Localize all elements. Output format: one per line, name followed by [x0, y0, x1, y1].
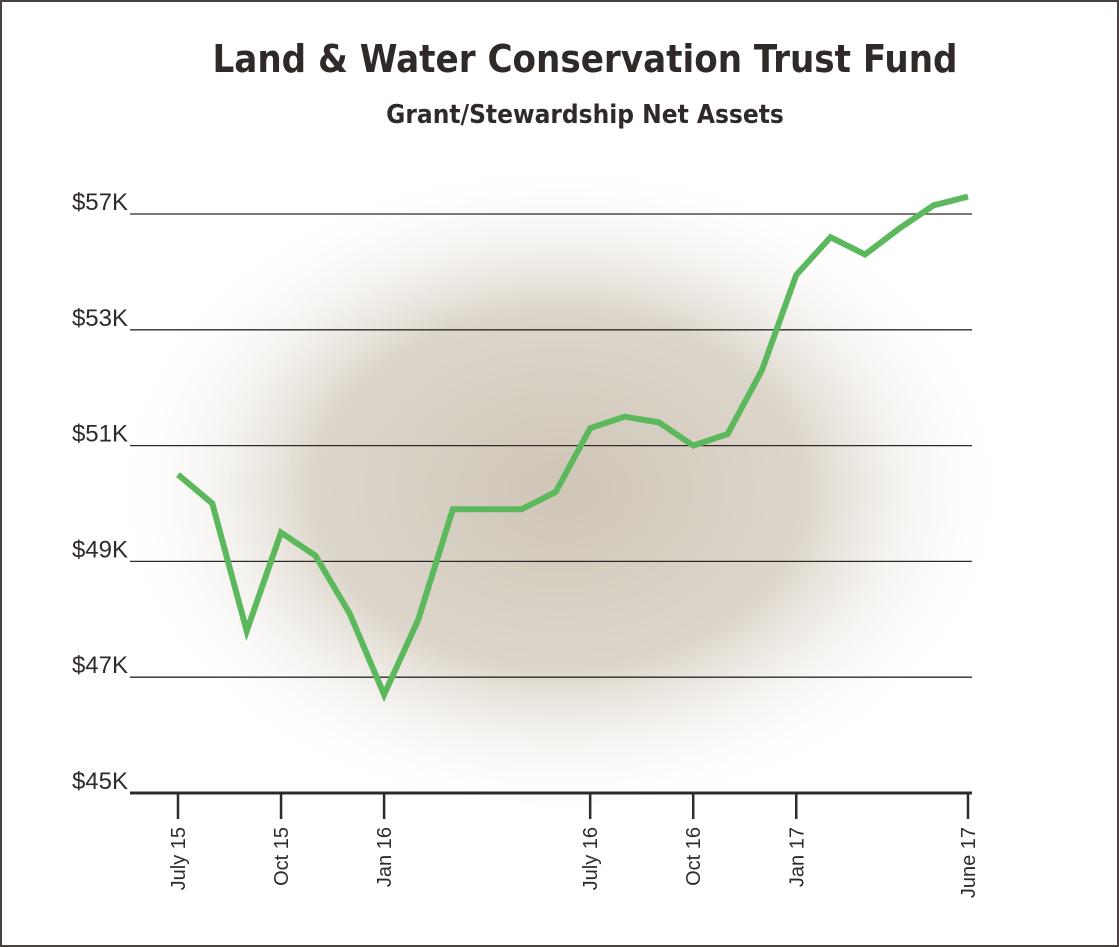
- x-tick-label: Oct 15: [271, 827, 293, 886]
- x-tick-label: July 16: [580, 827, 602, 890]
- x-tick-label: Jan 16: [374, 827, 396, 887]
- y-tick-label: $57K: [72, 189, 128, 216]
- chart-title: Land & Water Conservation Trust Fund: [212, 37, 957, 81]
- y-tick-label: $49K: [72, 536, 128, 563]
- data-line: [176, 193, 969, 703]
- x-tick-label: Jan 17: [786, 827, 808, 887]
- y-tick-label: $53K: [72, 305, 128, 332]
- x-tick-label: June 17: [958, 827, 980, 898]
- y-tick-label: $51K: [72, 421, 128, 448]
- y-tick-label: $45K: [72, 768, 128, 795]
- x-tick-label: Oct 16: [683, 827, 705, 886]
- chart-subtitle: Grant/Stewardship Net Assets: [386, 100, 784, 130]
- y-tick-label: $47K: [72, 652, 128, 679]
- plot: $45K $47K $49K $51K $53K $57K July 15 Oct 15 Jan…: [72, 189, 980, 898]
- x-tick-label: July 15: [168, 827, 190, 890]
